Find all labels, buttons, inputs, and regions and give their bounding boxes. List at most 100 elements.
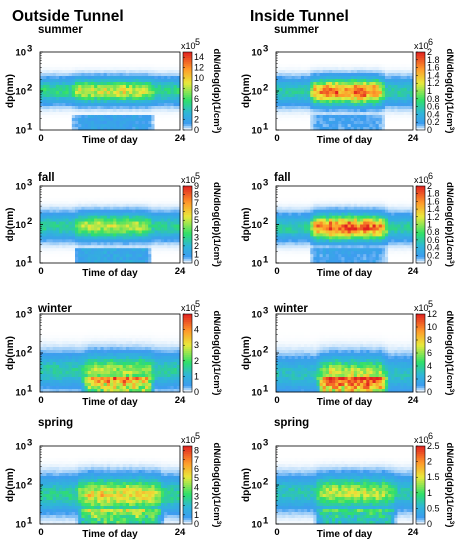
heatmap-cell xyxy=(141,106,146,110)
heatmap-cell xyxy=(319,118,324,122)
heatmap-cell xyxy=(294,91,299,95)
heatmap-cell xyxy=(394,209,398,214)
heatmap-cell xyxy=(372,85,377,89)
heatmap-cell xyxy=(148,97,152,101)
heatmap-cell xyxy=(157,239,162,243)
colorbar-segment xyxy=(183,65,192,68)
heatmap-cell xyxy=(350,236,355,240)
heatmap-cell xyxy=(372,103,377,107)
heatmap-cell xyxy=(116,103,120,107)
heatmap-cell xyxy=(304,97,308,101)
heatmap-cell xyxy=(173,257,178,261)
heatmap-cell xyxy=(46,73,50,77)
heatmap-cell xyxy=(409,76,414,80)
heatmap-cell xyxy=(378,224,383,228)
heatmap-cell xyxy=(40,380,44,384)
heatmap-cell xyxy=(338,97,342,101)
heatmap-cell xyxy=(400,100,405,104)
heatmap-cell xyxy=(148,251,152,255)
heatmap-cell xyxy=(341,73,345,77)
heatmap-cell xyxy=(366,212,370,217)
colorbar-frame xyxy=(182,185,193,264)
heatmap-cell xyxy=(55,103,60,107)
heatmap-cell xyxy=(100,61,105,65)
heatmap-cell xyxy=(87,221,92,225)
heatmap-cell xyxy=(94,91,98,95)
heatmap-cell xyxy=(49,91,54,95)
heatmap-cell xyxy=(154,203,159,208)
heatmap-cell xyxy=(403,55,408,59)
heatmap-cell xyxy=(372,82,377,86)
heatmap-cell xyxy=(148,103,152,107)
heatmap-cell xyxy=(394,233,398,237)
heatmap-cell xyxy=(52,91,57,95)
heatmap-cell xyxy=(350,106,355,110)
heatmap-cell xyxy=(154,188,159,193)
x-tick-label: 0 xyxy=(274,266,279,277)
heatmap-cell xyxy=(319,121,324,125)
heatmap-cell xyxy=(55,239,60,243)
heatmap-cell xyxy=(325,236,330,240)
heatmap-cell xyxy=(335,227,339,231)
colorbar-segment xyxy=(416,251,425,254)
heatmap-cell xyxy=(138,127,143,131)
heatmap-cell xyxy=(409,203,414,208)
heatmap-cell xyxy=(328,221,333,225)
heatmap-cell xyxy=(372,58,377,62)
heatmap-cell xyxy=(46,109,50,113)
heatmap-cell xyxy=(138,212,143,217)
heatmap-cell xyxy=(381,70,386,74)
heatmap-cell xyxy=(310,186,314,190)
colorbar-segment xyxy=(416,81,425,84)
heatmap-cell xyxy=(300,242,305,246)
heatmap-cell xyxy=(341,94,345,98)
heatmap-cell xyxy=(141,221,146,225)
heatmap-cell xyxy=(353,97,358,101)
heatmap-cell xyxy=(148,221,152,225)
heatmap-cell xyxy=(375,79,380,83)
heatmap-cell xyxy=(75,194,79,199)
heatmap-cell xyxy=(138,206,143,211)
heatmap-cell xyxy=(84,64,89,68)
heatmap-cell xyxy=(170,188,175,193)
heatmap-cell xyxy=(372,245,377,249)
heatmap-cell xyxy=(55,64,60,68)
colorbar-tick-label: 0.6 xyxy=(427,102,440,112)
heatmap-cell xyxy=(400,209,405,214)
heatmap-cell xyxy=(403,239,408,243)
heatmap-cell xyxy=(65,82,70,86)
heatmap-cell xyxy=(369,236,373,240)
heatmap-cell xyxy=(372,230,377,234)
heatmap-cell xyxy=(300,112,305,116)
heatmap-cell xyxy=(43,251,47,255)
heatmap-cell xyxy=(294,197,299,202)
heatmap-cell xyxy=(366,200,370,205)
heatmap-cell xyxy=(160,70,165,74)
heatmap-cell xyxy=(125,103,130,107)
heatmap-cell xyxy=(397,212,401,217)
heatmap-cell xyxy=(285,260,289,264)
heatmap-cell xyxy=(148,236,152,240)
heatmap-cell xyxy=(366,221,370,225)
heatmap-cell xyxy=(90,186,95,190)
heatmap-cell xyxy=(84,61,89,65)
heatmap-cell xyxy=(406,242,411,246)
heatmap-cell xyxy=(350,191,355,196)
heatmap-cell xyxy=(310,233,314,237)
colorbar-segment xyxy=(183,79,192,82)
heatmap-cell xyxy=(372,209,377,214)
heatmap-cell xyxy=(113,212,117,217)
heatmap-cell xyxy=(90,224,95,228)
heatmap-cell xyxy=(356,257,361,261)
heatmap-cell xyxy=(164,70,168,74)
heatmap-cell xyxy=(350,79,355,83)
colorbar-segment xyxy=(183,128,192,131)
heatmap-cell xyxy=(55,79,60,83)
heatmap-cell xyxy=(406,215,411,219)
heatmap-cell xyxy=(360,248,364,252)
heatmap-cell xyxy=(52,124,57,128)
heatmap-cell xyxy=(40,344,44,348)
heatmap-cell xyxy=(381,88,386,92)
heatmap-cell xyxy=(276,230,280,234)
heatmap-cell xyxy=(84,191,89,196)
